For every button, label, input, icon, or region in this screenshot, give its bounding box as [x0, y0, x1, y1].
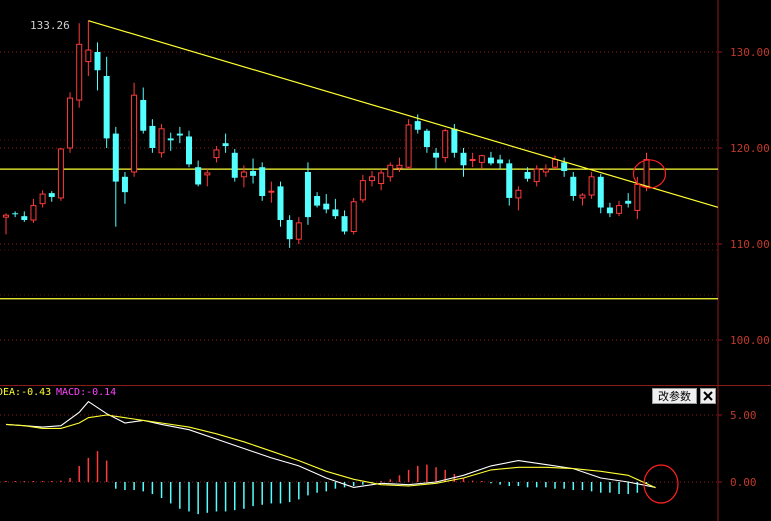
candle-body: [30, 205, 37, 221]
candle-body: [597, 176, 604, 208]
candle-body: [643, 159, 650, 187]
candle-body: [606, 207, 613, 214]
candle-body: [240, 171, 247, 178]
candle-body: [542, 168, 549, 173]
candle-body: [515, 189, 522, 199]
close-icon: [703, 391, 713, 401]
candle-body: [616, 205, 623, 214]
candle-body: [497, 159, 504, 164]
dea-line: [5, 414, 656, 489]
candle-body: [405, 124, 412, 168]
candle-body: [332, 209, 339, 217]
candle-body: [94, 52, 101, 71]
change-params-button[interactable]: 改参数: [652, 388, 697, 404]
candle-body: [39, 193, 46, 205]
candle-body: [369, 176, 375, 182]
candle-body: [286, 220, 293, 240]
candle-body: [506, 163, 513, 198]
candle-body: [3, 214, 9, 218]
candle-body: [103, 76, 110, 139]
candle-body: [478, 155, 485, 163]
candle-body: [387, 164, 394, 178]
candle-body: [341, 216, 348, 232]
candle-body: [167, 138, 174, 141]
candle-body: [304, 172, 311, 218]
candle-body: [277, 186, 284, 220]
candle-body: [48, 193, 55, 197]
candle-body: [295, 222, 302, 240]
candle-body: [451, 128, 458, 153]
candle-body: [204, 172, 211, 176]
macd-tick-label: 5.00: [730, 409, 757, 422]
candle-body: [460, 152, 467, 166]
peak-price-label: 133.26: [30, 19, 70, 32]
candle-body: [433, 152, 440, 158]
candle-body: [222, 143, 229, 147]
candle-body: [250, 171, 257, 176]
candle-body: [350, 201, 357, 233]
candle-body: [213, 149, 220, 159]
price-tick-label: 130.00: [730, 46, 770, 59]
candle-body: [314, 196, 321, 206]
candle-body: [625, 200, 632, 204]
candle-body: [158, 128, 165, 154]
candle-body: [186, 136, 192, 165]
close-indicator-button[interactable]: [700, 388, 716, 404]
dif-line: [5, 400, 656, 488]
candle-body: [176, 133, 183, 136]
candle-body: [21, 216, 28, 220]
candle-body: [67, 97, 74, 149]
candle-body: [423, 130, 430, 148]
dea-value-label: DEA:-0.43: [0, 387, 52, 398]
candle-body: [140, 100, 147, 131]
candle-body: [323, 203, 330, 210]
candle-body: [579, 194, 586, 199]
candle-body: [57, 148, 64, 199]
candle-body: [442, 130, 449, 159]
descending-trendline: [88, 20, 719, 208]
candle-body: [231, 152, 238, 178]
candle-body: [533, 168, 540, 183]
macd-tick-label: 0.00: [730, 476, 757, 489]
candle-body: [588, 176, 595, 196]
candle-body: [396, 164, 403, 169]
price-tick-label: 120.00: [730, 142, 770, 155]
candle-body: [469, 159, 476, 162]
candle-body: [195, 167, 202, 185]
candle-body: [121, 176, 128, 193]
candle-body: [378, 172, 385, 185]
price-tick-label: 110.00: [730, 238, 770, 251]
candle-body: [268, 190, 275, 193]
candle-body: [414, 121, 421, 130]
breakout-highlight-circle: [632, 159, 667, 189]
candle-body: [85, 49, 92, 63]
candle-body: [359, 180, 366, 201]
candle-body: [12, 213, 19, 215]
candle-body: [112, 133, 119, 182]
candle-body: [149, 125, 156, 148]
candle-body: [524, 172, 531, 179]
candle-body: [561, 162, 568, 172]
candle-body: [76, 43, 83, 101]
candle-body: [552, 159, 558, 168]
candle-body: [570, 176, 577, 196]
price-tick-label: 100.00: [730, 334, 770, 347]
macd-highlight-circle: [643, 464, 679, 504]
macd-value-label: MACD:-0.14: [56, 387, 117, 398]
candle-body: [259, 167, 266, 196]
candle-body: [131, 94, 138, 173]
candle-body: [487, 157, 494, 164]
candle-body: [634, 183, 641, 211]
